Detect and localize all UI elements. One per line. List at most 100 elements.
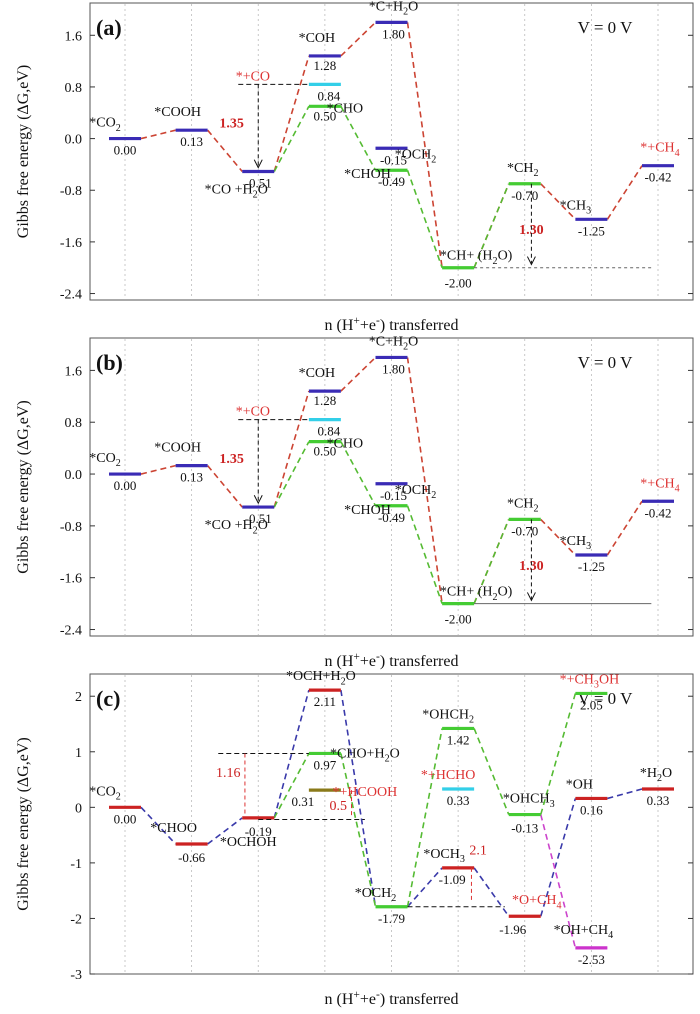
y-axis-label: Gibbs free energy (ΔG,eV): [15, 400, 32, 573]
series-segment-green-pathway: [273, 105, 310, 172]
state-value: -0.13: [511, 821, 538, 836]
plot-frame: [89, 673, 694, 975]
voltage-label: V = 0 V: [578, 18, 634, 37]
state-label: *H2​O: [640, 766, 672, 784]
series-segment-green-pathway: [273, 441, 310, 508]
state-value: -0.70: [511, 188, 538, 203]
state-label: *O+CH4​: [512, 893, 562, 911]
state-label: *COOH: [154, 105, 201, 120]
series-segment-green-pathway: [340, 441, 377, 507]
series-segment-green-pathway: [340, 105, 377, 171]
y-tick-label: 1: [75, 746, 82, 761]
state-label: *CHO+H2​O: [330, 746, 400, 764]
series-segment-green-pathway: [406, 169, 443, 268]
state-value: 0.97: [314, 757, 337, 772]
state-value: 1.80: [382, 26, 405, 41]
state-value: 0.00: [114, 143, 137, 158]
y-tick-label: -2.4: [60, 288, 82, 303]
y-axis-label: Gibbs free energy (ΔG,eV): [15, 65, 32, 238]
state-value: 0.33: [447, 793, 470, 808]
y-tick-label: -2: [70, 912, 82, 927]
series-segment-green-pathway: [539, 693, 577, 815]
y-tick-label: 0.8: [65, 416, 83, 431]
series-segment-red-pathway: [207, 465, 243, 508]
state-value: 2.11: [314, 694, 336, 709]
plot-frame: [89, 337, 694, 637]
series-segment-blue-pathway: [273, 689, 310, 819]
state-value: -0.42: [644, 170, 671, 185]
arrow-head: [253, 495, 263, 505]
state-label: *OCH2​: [355, 886, 397, 904]
state-value: 0.31: [292, 794, 315, 809]
state-label: *C+H2​O: [369, 0, 419, 18]
state-value: -0.49: [378, 174, 405, 189]
state-label: *OHCH2​: [422, 707, 474, 725]
state-label: *C+H2​O: [369, 334, 419, 352]
series-segment-red-pathway: [273, 390, 310, 508]
state-label: *OH+CH4​: [554, 923, 614, 941]
y-tick-label: 0.0: [65, 468, 83, 483]
series-segment-red-pathway: [340, 21, 377, 57]
series-segment-green-pathway: [473, 183, 510, 269]
y-tick-label: 1.6: [65, 364, 83, 379]
state-value: 1.80: [382, 361, 405, 376]
series-segment-red-pathway: [140, 129, 176, 140]
state-value: -1.09: [439, 872, 466, 887]
state-value: -2.53: [578, 952, 605, 967]
state-label: *CH+ (H2​O): [440, 585, 513, 603]
state-value: -1.96: [499, 922, 527, 937]
series-segment-blue-pathway: [406, 867, 443, 908]
barrier-annotation: 1.35: [219, 117, 244, 132]
state-label: *CO +H2​O: [205, 518, 268, 536]
state-label: *+CH4​: [640, 141, 679, 159]
state-label: *OHCH3​: [503, 792, 555, 810]
series-segment-red-pathway: [606, 500, 643, 556]
y-tick-label: -1: [70, 857, 82, 872]
state-value: 0.00: [114, 811, 137, 826]
state-value: 0.00: [114, 478, 137, 493]
series-segment-blue-pathway: [340, 689, 377, 907]
state-value: -2.00: [445, 276, 472, 291]
state-label: *CH2​: [507, 161, 539, 179]
state-label: *CHOO: [150, 821, 197, 836]
x-axis-label: n (H+​+e-​) transferred: [325, 315, 459, 334]
chart-panel-b: 1.6 0.8 0.0 -0.8 -1.6 -2.4 Gibbs free energy (…: [15, 334, 694, 670]
state-value: 0.13: [180, 134, 203, 149]
state-value: -0.70: [511, 523, 538, 538]
state-label: *OCHOH: [220, 835, 277, 850]
series-segment-green-pathway: [406, 728, 443, 907]
y-tick-label: -2.4: [60, 624, 82, 639]
series-segment-red-pathway: [406, 22, 443, 268]
panel-label: (c): [96, 686, 120, 711]
state-value: 0.50: [314, 444, 337, 459]
state-label: *CH2​: [507, 496, 539, 514]
state-label: *CO2​: [89, 116, 121, 134]
y-tick-label: -1.6: [60, 236, 82, 251]
arrow-head: [526, 256, 536, 266]
state-value: 2.05: [580, 697, 603, 712]
state-value: 1.28: [314, 393, 337, 408]
state-label: *+CH3​OH: [560, 672, 620, 690]
series-segment-green-pathway: [473, 728, 510, 815]
state-label: *OCH3​: [423, 847, 465, 865]
state-label: *+HCHO: [421, 768, 476, 783]
state-value: 1.42: [447, 732, 470, 747]
x-axis-label: n (H+​+e-​) transferred: [325, 651, 459, 670]
state-label: *OCH+H2​O: [286, 669, 356, 687]
y-tick-label: -1.6: [60, 572, 82, 587]
state-label: *COH: [299, 31, 336, 46]
state-value: -0.49: [378, 510, 405, 525]
barrier-annotation: 1.30: [519, 559, 544, 574]
y-tick-label: 0: [75, 801, 82, 816]
state-label: *CHO: [327, 437, 364, 452]
state-label: *+CO: [236, 69, 270, 84]
series-segment-red-pathway: [207, 129, 243, 173]
state-label: *COOH: [154, 441, 201, 456]
y-tick-label: -0.8: [60, 520, 82, 535]
y-tick-label: -3: [70, 968, 82, 983]
state-value: -0.66: [178, 850, 206, 865]
chart-panel-c: 2 1 0 -1 -2 -3 Gibbs free energy (ΔG,eV) n (H+​…: [15, 669, 694, 1008]
y-tick-label: 0.0: [65, 133, 83, 148]
state-label: *COH: [299, 366, 336, 381]
series-segment-blue-pathway: [140, 806, 177, 845]
